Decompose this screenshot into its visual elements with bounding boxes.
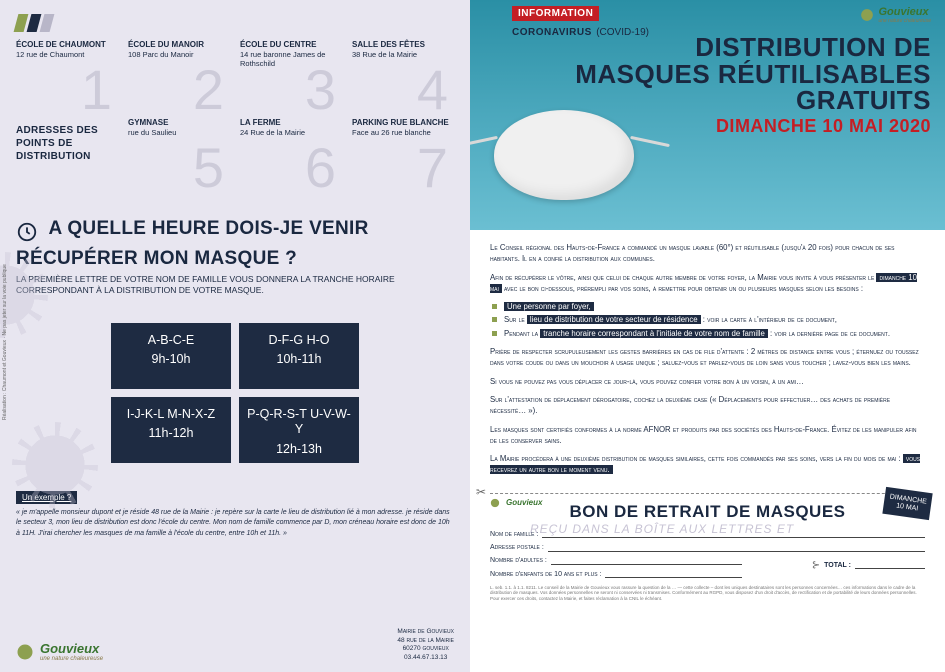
bullet-2: Sur le lieu de distribution de votre sec…: [504, 314, 925, 325]
question-title: A QUELLE HEURE DOIS-JE VENIR RÉCUPÉRER M…: [16, 218, 369, 269]
loc-7: Parking rue blancheFace au 26 rue blanch…: [352, 118, 454, 188]
slot-3: I-J-K-L M-N-X-Z11h-12h: [111, 397, 231, 463]
loc-5: Gymnaserue du Saulieu5: [128, 118, 230, 188]
loc-1: École de Chaumont12 rue de Chaumont1: [16, 40, 118, 110]
bullet-1: Une personne par foyer,: [504, 301, 925, 312]
loc-6: La Ferme24 Rue de la Mairie6: [240, 118, 342, 188]
mairie-address: Mairie de Gouvieux 48 rue de la Mairie 6…: [397, 628, 454, 662]
para-5: Sur l'attestation de déplacement dérogat…: [490, 394, 925, 417]
para-4: Si vous ne pouvez pas vous déplacer ce j…: [490, 376, 925, 387]
points-label: ADRESSES DES POINTS DE DISTRIBUTION: [16, 118, 118, 188]
left-footer: Gouvieuxune nature chaleureuse Mairie de…: [16, 628, 454, 662]
right-panel: INFORMATION CORONAVIRUS (COVID-19) Gouvi…: [470, 0, 945, 672]
hero-banner: INFORMATION CORONAVIRUS (COVID-19) Gouvi…: [470, 0, 945, 230]
gouvieux-logo-voucher: Gouvieux: [490, 498, 542, 508]
slot-2: D-F-G H-O10h-11h: [239, 323, 359, 389]
cut-line: [490, 493, 925, 494]
slot-4: P-Q-R-S-T U-V-W-Y12h-13h: [239, 397, 359, 463]
para-3: Prière de respecter scrupuleusement les …: [490, 346, 925, 369]
locations-grid: École de Chaumont12 rue de Chaumont1 Éco…: [16, 40, 454, 188]
example-body: « je m'appelle monsieur dupont et je rés…: [16, 508, 454, 540]
fine-print: L. seb. 1.1. à 1.1. 8211. Le conseil de …: [490, 585, 925, 601]
hero-title: DISTRIBUTION DE MASQUES RÉUTILISABLES GR…: [575, 34, 931, 137]
voucher-total: ⊱TOTAL :: [812, 556, 925, 575]
clock-icon: [16, 221, 38, 248]
gouvieux-logo: Gouvieuxune nature chaleureuse: [16, 641, 103, 662]
question-heading: A QUELLE HEURE DOIS-JE VENIR RÉCUPÉRER M…: [16, 218, 454, 297]
side-credits: Réalisation : Chaumont et Gouvieux · Ne …: [2, 264, 8, 420]
voucher: Gouvieux DIMANCHE10 MAI BON DE RETRAIT D…: [470, 496, 945, 609]
loc-3: École du centre14 rue baronne James de R…: [240, 40, 342, 110]
virus-decoration: [20, 430, 90, 500]
para-6: Les masques sont certifiés conformes à l…: [490, 424, 925, 447]
bullet-list: Une personne par foyer, Sur le lieu de d…: [490, 301, 925, 339]
body-text: Le Conseil régional des Hauts-de-France …: [470, 230, 945, 489]
left-panel: École de Chaumont12 rue de Chaumont1 Éco…: [0, 0, 470, 672]
loc-2: École du manoir108 Parc du Manoir2: [128, 40, 230, 110]
logo-bars: [16, 14, 454, 32]
loc-4: Salle des fêtes38 Rue de la Mairie4: [352, 40, 454, 110]
voucher-fields: Nom de famille : Adresse postale : Nombr…: [490, 528, 925, 581]
voucher-title: BON DE RETRAIT DE MASQUES: [490, 502, 925, 522]
gouvieux-logo-right: Gouvieuxune nature chaleureuse: [860, 6, 931, 24]
question-subtitle: La première lettre de votre nom de famil…: [16, 274, 454, 296]
para-7: La Mairie procédera à une deuxième distr…: [490, 453, 925, 476]
info-badge: INFORMATION: [512, 6, 599, 21]
slot-1: A-B-C-E9h-10h: [111, 323, 231, 389]
para-1: Le Conseil régional des Hauts-de-France …: [490, 242, 925, 265]
para-2: Afin de récupérer le vôtre, ainsi que ce…: [490, 272, 925, 295]
info-bar: INFORMATION: [512, 6, 599, 21]
bullet-3: Pendant la tranche horaire correspondant…: [504, 328, 925, 339]
